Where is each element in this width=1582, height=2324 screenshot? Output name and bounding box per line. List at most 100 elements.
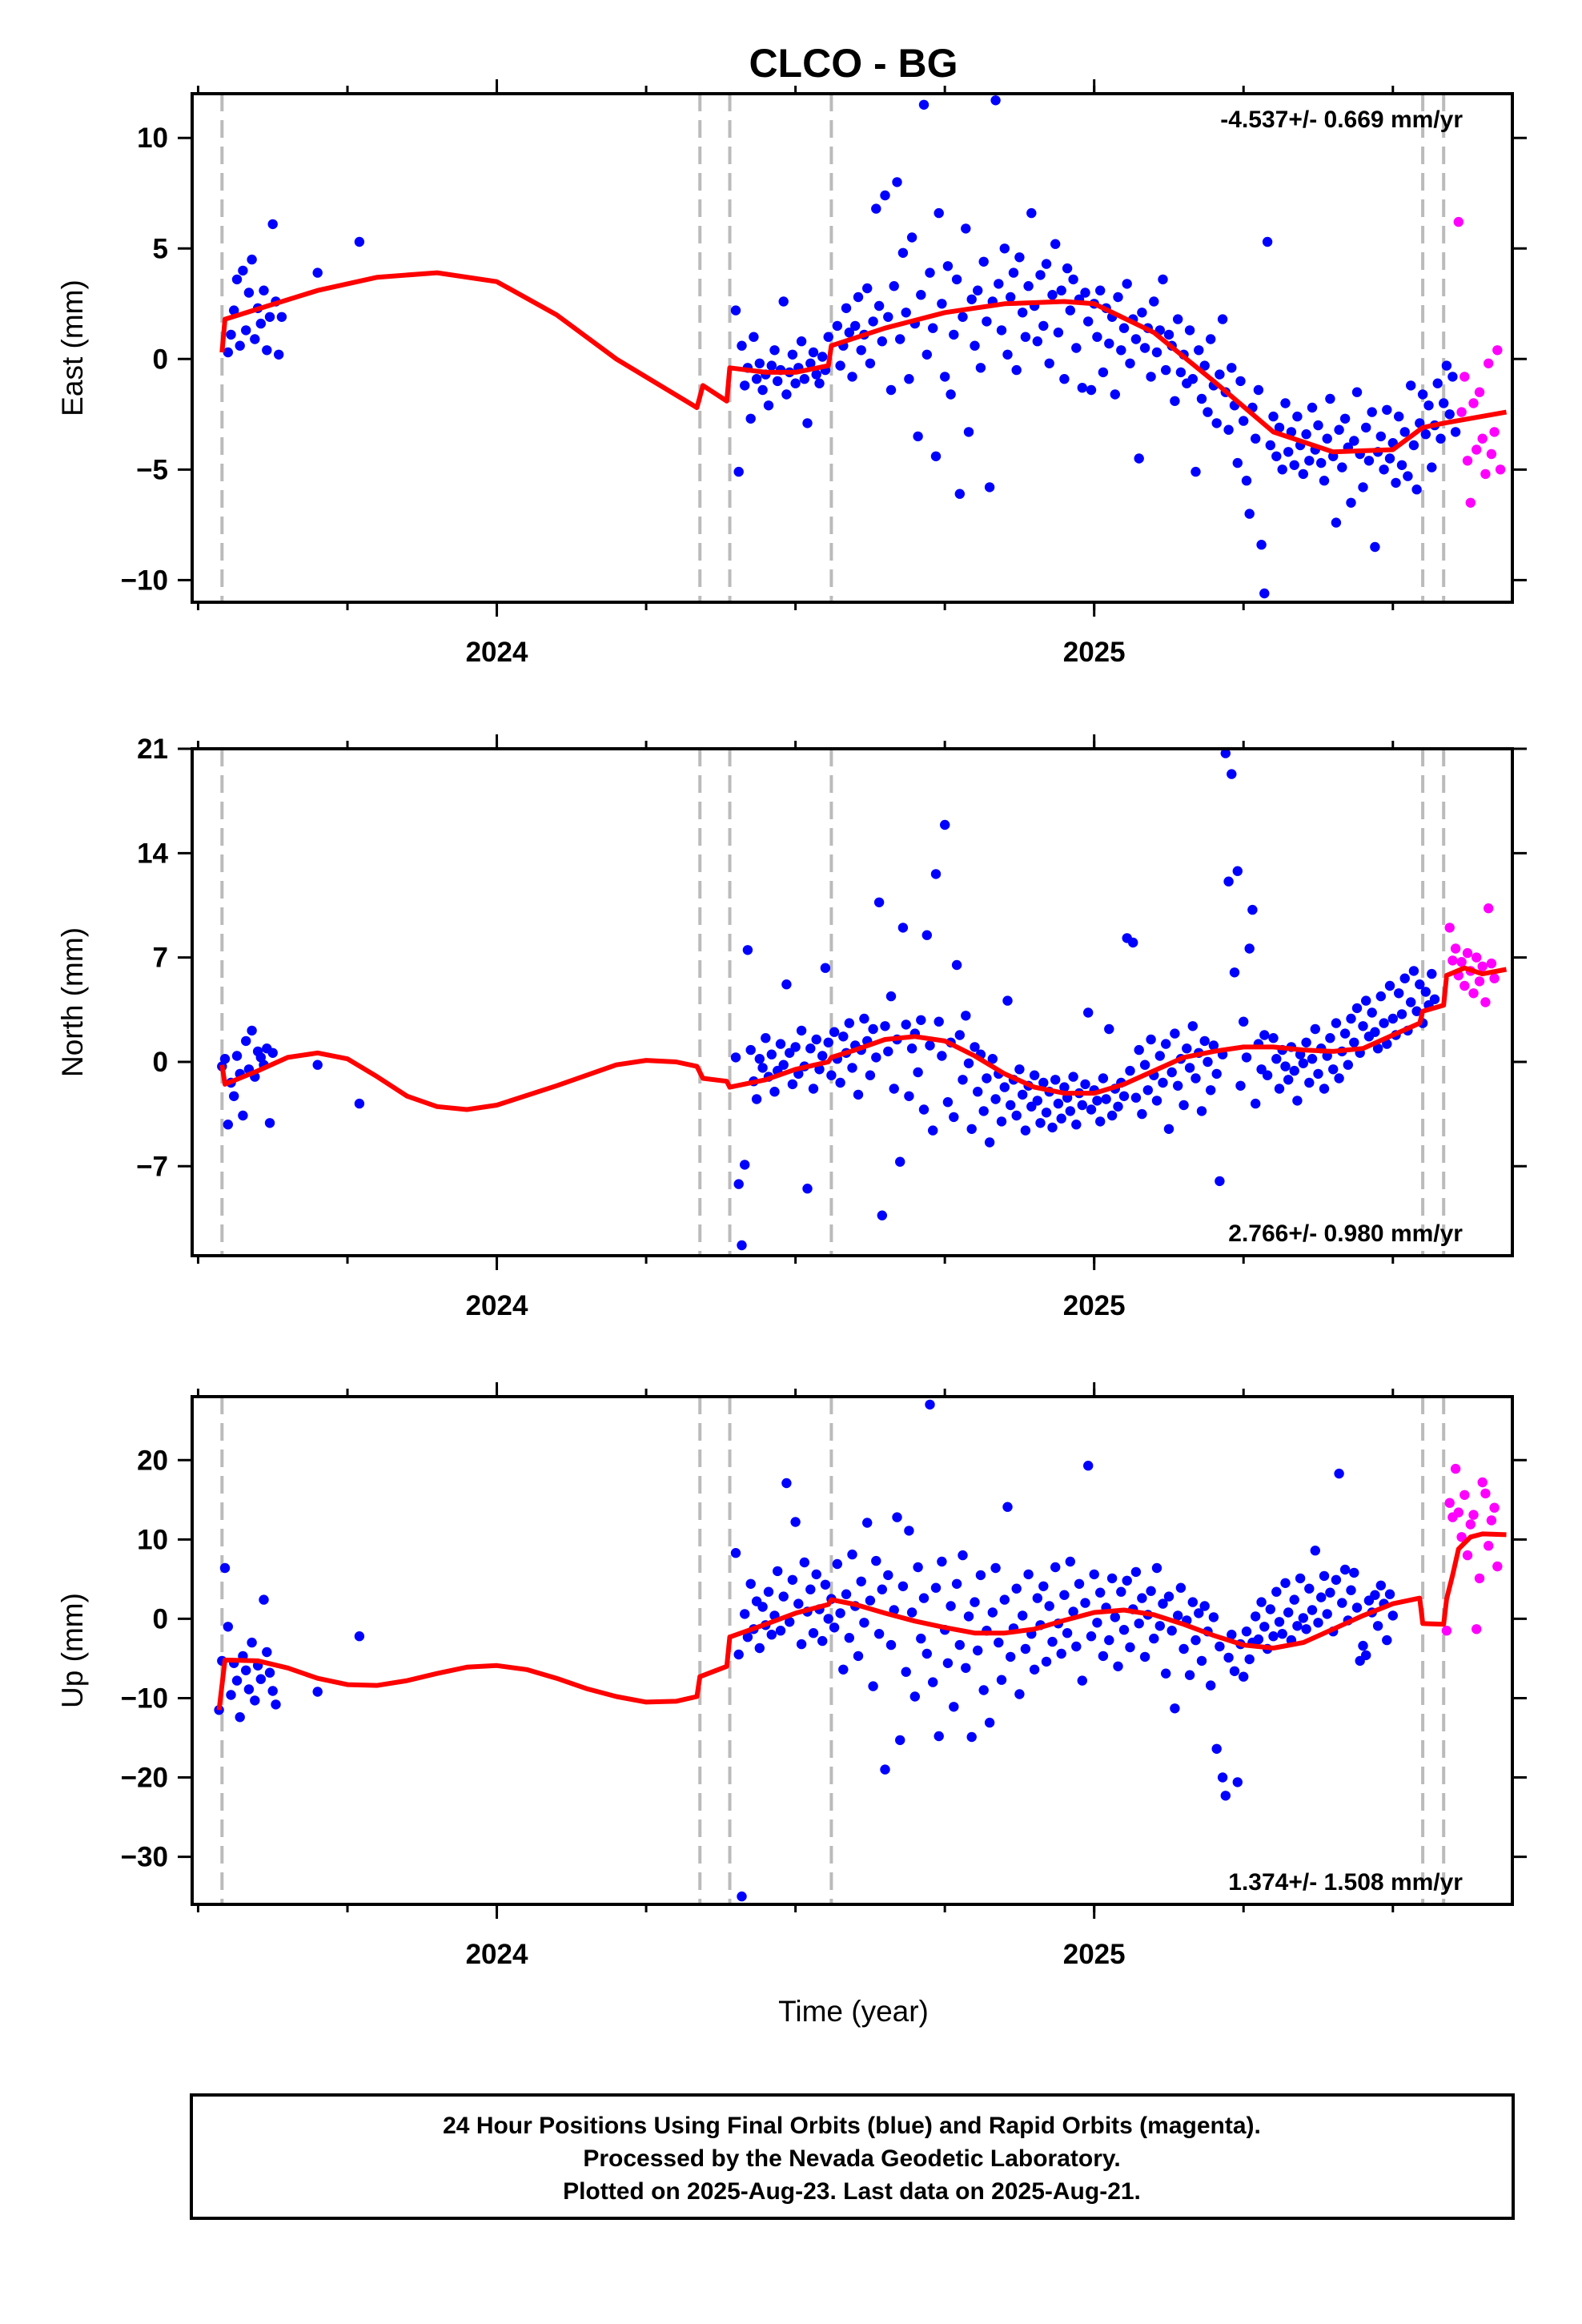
final-point-north [1310, 1023, 1321, 1035]
final-point-north [255, 1052, 266, 1063]
final-point-east [243, 287, 255, 298]
final-point-up [1351, 1602, 1363, 1613]
final-point-north [1220, 749, 1231, 758]
final-point-up [1149, 1633, 1159, 1644]
final-point-east [1203, 407, 1213, 417]
final-point-east [1217, 314, 1228, 324]
final-point-up [873, 1629, 885, 1639]
footer-line-3: Plotted on 2025-Aug-23. Last data on 202… [563, 2178, 1141, 2205]
final-point-up [1018, 1610, 1028, 1621]
final-point-north [1384, 980, 1395, 991]
final-point-north [805, 1043, 816, 1054]
final-point-north [1259, 1030, 1270, 1040]
rapid-point-north [1489, 973, 1500, 983]
final-point-up [1334, 1468, 1344, 1479]
final-point-up [231, 1675, 243, 1686]
final-point-north [871, 1052, 881, 1063]
model-curve-north [219, 965, 1508, 1112]
final-point-north [1396, 1009, 1407, 1019]
y-tick-label-up: 10 [137, 1524, 168, 1555]
final-point-east [274, 349, 284, 360]
final-point-north [880, 1021, 890, 1031]
final-point-east [757, 384, 768, 396]
final-point-north [757, 1063, 768, 1073]
final-point-east [954, 489, 966, 499]
final-point-north [1065, 1106, 1076, 1116]
final-point-east [1274, 422, 1285, 433]
final-point-north [963, 1058, 974, 1069]
final-point-up [859, 1618, 869, 1628]
final-point-east [773, 376, 783, 387]
final-point-east [1110, 389, 1121, 400]
final-point-up [949, 1702, 959, 1712]
final-point-up [1029, 1664, 1040, 1675]
final-point-north [1280, 1061, 1291, 1072]
final-point-north [1415, 979, 1425, 990]
final-point-east [1161, 364, 1171, 376]
final-point-east [1268, 411, 1279, 422]
final-point-north [1077, 1100, 1088, 1111]
final-point-north [906, 1043, 917, 1054]
final-point-up [241, 1665, 251, 1675]
final-point-east [730, 305, 741, 316]
final-point-north [885, 991, 897, 1002]
final-point-up [1268, 1631, 1279, 1642]
final-point-up [871, 1555, 881, 1566]
final-point-east [844, 328, 855, 338]
final-point-north [847, 1063, 857, 1073]
rapid-point-east [1453, 216, 1464, 227]
rapid-point-up [1480, 1488, 1491, 1499]
final-point-east [1184, 325, 1195, 336]
final-point-up [1130, 1566, 1142, 1578]
rapid-point-up [1492, 1561, 1503, 1572]
final-point-east [958, 312, 968, 322]
final-point-up [877, 1584, 888, 1594]
final-point-up [1023, 1569, 1034, 1580]
final-point-up [1175, 1582, 1186, 1593]
final-point-east [1408, 440, 1419, 451]
final-point-north [1394, 988, 1404, 999]
final-point-east [984, 482, 995, 493]
panel-north: 21 14 7 0 −7 2024 2025 North (mm) 2.766+/- 0.980… [56, 734, 1527, 1321]
final-point-east [1002, 349, 1013, 360]
final-point-east [1080, 287, 1090, 298]
final-point-east [1118, 323, 1130, 333]
final-point-north [1018, 1089, 1028, 1100]
final-point-north [865, 1070, 876, 1080]
final-point-north [1298, 1058, 1309, 1069]
final-point-east [1367, 407, 1377, 417]
final-point-east [1322, 433, 1332, 444]
final-point-east [1399, 427, 1410, 437]
final-point-north [1271, 1054, 1282, 1064]
final-point-up [1277, 1629, 1287, 1639]
final-point-east [1116, 345, 1126, 356]
final-point-up [223, 1622, 233, 1632]
final-point-east [781, 389, 792, 400]
final-point-up [994, 1637, 1004, 1648]
final-point-east [1173, 314, 1183, 324]
final-point-east [1191, 466, 1201, 477]
final-point-east [1375, 431, 1387, 442]
final-point-up [733, 1649, 744, 1660]
final-point-up [1199, 1601, 1210, 1611]
final-point-up [1116, 1586, 1126, 1597]
final-point-up [243, 1684, 255, 1695]
final-point-east [895, 334, 905, 344]
final-point-north [1429, 994, 1440, 1005]
final-point-east [1149, 296, 1159, 307]
final-point-north [1050, 1075, 1061, 1085]
final-point-north [1247, 904, 1258, 915]
rapid-point-east [1484, 358, 1494, 368]
y-axis-label-up: Up (mm) [56, 1593, 89, 1708]
y-tick-label-north: 0 [153, 1047, 168, 1078]
final-point-east [1298, 468, 1309, 480]
final-point-east [1146, 372, 1156, 382]
final-point-up [730, 1548, 741, 1558]
final-point-north [781, 979, 792, 990]
final-point-up [853, 1651, 864, 1662]
final-point-east [1339, 413, 1351, 424]
final-point-up [921, 1648, 933, 1659]
final-point-up [754, 1642, 765, 1654]
final-point-north [1154, 1051, 1166, 1061]
final-point-up [1239, 1671, 1249, 1682]
